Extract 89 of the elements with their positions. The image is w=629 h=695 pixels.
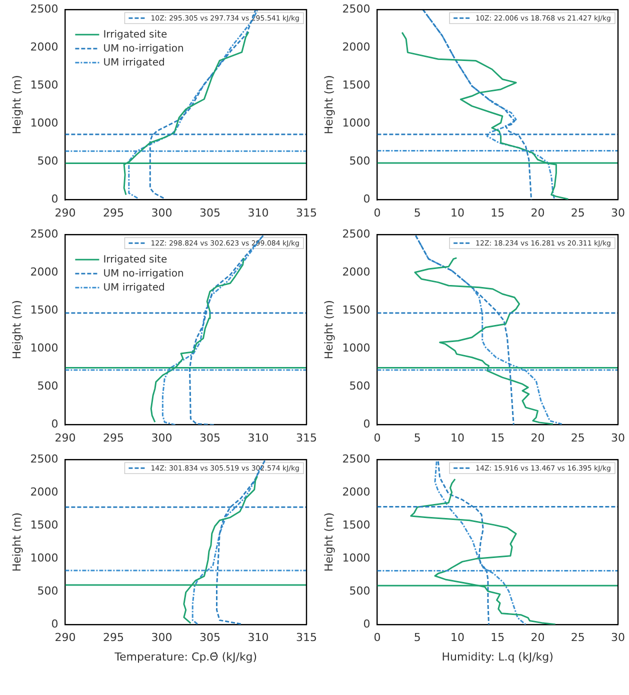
x-tick-label: 310	[248, 431, 269, 444]
x-tick-label: 25	[570, 206, 585, 220]
x-tick-label: 30	[611, 631, 625, 644]
legend-label: UM irrigated	[103, 58, 165, 69]
y-axis-title: Height (m)	[10, 75, 24, 134]
y-tick-label: 0	[51, 617, 58, 630]
x-axis-title: Temperature: Cp.Θ̇ (kJ/kg)	[114, 650, 258, 664]
y-tick-label: 1000	[342, 551, 370, 564]
y-tick-label: 2000	[342, 485, 370, 498]
x-tick-label: 315	[296, 431, 317, 444]
y-axis-title: Height (m)	[322, 75, 336, 134]
y-axis-title: Height (m)	[322, 300, 336, 360]
y-tick-label: 1000	[342, 116, 370, 130]
x-tick-label: 290	[54, 206, 76, 220]
x-tick-label: 10	[450, 431, 464, 444]
y-tick-label: 2000	[30, 266, 58, 278]
x-tick-label: 20	[530, 631, 545, 644]
y-axis-title: Height (m)	[322, 512, 336, 572]
x-tick-label: 295	[102, 206, 124, 220]
y-tick-label: 1500	[30, 304, 58, 317]
x-tick-label: 30	[611, 206, 625, 220]
x-tick-label: 25	[570, 631, 585, 644]
x-tick-label: 315	[296, 631, 317, 644]
x-tick-label: 295	[102, 631, 124, 644]
x-axis-title: Humidity: L.q (kJ/kg)	[442, 650, 554, 664]
x-tick-label: 15	[490, 631, 505, 644]
y-tick-label: 2000	[30, 485, 58, 498]
y-tick-label: 0	[363, 418, 370, 431]
y-tick-label: 500	[349, 584, 370, 598]
x-tick-label: 25	[570, 431, 585, 444]
y-tick-label: 2500	[342, 227, 370, 240]
y-tick-label: 2000	[30, 40, 58, 54]
x-tick-label: 295	[102, 431, 124, 444]
y-axis-title: Height (m)	[10, 300, 24, 360]
x-tick-label: 20	[530, 431, 545, 444]
x-tick-label: 290	[54, 431, 76, 444]
y-tick-label: 0	[51, 192, 58, 206]
x-tick-label: 310	[248, 206, 269, 220]
legend-label: UM no-irrigation	[103, 44, 184, 55]
x-tick-label: 0	[374, 206, 381, 220]
x-tick-label: 0	[374, 631, 381, 644]
y-tick-label: 500	[349, 380, 370, 393]
x-tick-label: 315	[296, 206, 317, 220]
x-tick-label: 305	[199, 206, 220, 220]
y-tick-label: 1000	[30, 116, 58, 130]
x-tick-label: 0	[374, 431, 381, 444]
y-tick-label: 2000	[342, 40, 370, 54]
y-tick-label: 1500	[30, 518, 58, 532]
x-tick-label: 290	[54, 631, 76, 644]
y-tick-label: 500	[37, 584, 58, 598]
y-tick-label: 1500	[342, 304, 370, 317]
legend-label: UM no-irrigation	[103, 268, 184, 280]
y-tick-label: 1500	[342, 518, 370, 532]
x-tick-label: 30	[611, 431, 625, 444]
y-tick-label: 1000	[30, 551, 58, 564]
x-tick-label: 5	[414, 631, 421, 644]
y-tick-label: 2500	[342, 452, 370, 466]
x-tick-label: 15	[490, 206, 505, 220]
legend-label: UM irrigated	[103, 282, 165, 294]
y-tick-label: 500	[349, 154, 370, 168]
x-tick-label: 5	[414, 206, 421, 220]
y-tick-label: 1000	[342, 342, 370, 355]
y-tick-label: 2500	[30, 227, 58, 240]
x-tick-label: 5	[414, 431, 421, 444]
x-tick-label: 305	[199, 631, 220, 644]
y-tick-label: 500	[37, 154, 58, 168]
y-tick-label: 1500	[342, 78, 370, 92]
y-tick-label: 500	[37, 380, 58, 393]
x-tick-label: 10	[450, 206, 464, 220]
x-tick-label: 15	[490, 431, 505, 444]
y-tick-label: 0	[363, 192, 370, 206]
y-tick-label: 2500	[30, 452, 58, 466]
y-tick-label: 1500	[30, 78, 58, 92]
x-tick-label: 20	[530, 206, 545, 220]
legend-label: Irrigated site	[103, 254, 168, 266]
legend-label: Irrigated site	[103, 30, 168, 41]
y-tick-label: 0	[51, 418, 58, 431]
y-tick-label: 1000	[30, 342, 58, 355]
x-tick-label: 300	[151, 206, 172, 220]
x-tick-label: 305	[199, 431, 220, 444]
x-tick-label: 10	[450, 631, 464, 644]
y-tick-label: 2500	[342, 2, 370, 16]
y-tick-label: 2000	[342, 266, 370, 278]
y-tick-label: 0	[363, 617, 370, 630]
x-tick-label: 300	[151, 631, 172, 644]
y-tick-label: 2500	[30, 2, 58, 16]
x-tick-label: 300	[151, 431, 172, 444]
y-axis-title: Height (m)	[10, 512, 24, 572]
x-tick-label: 310	[248, 631, 269, 644]
